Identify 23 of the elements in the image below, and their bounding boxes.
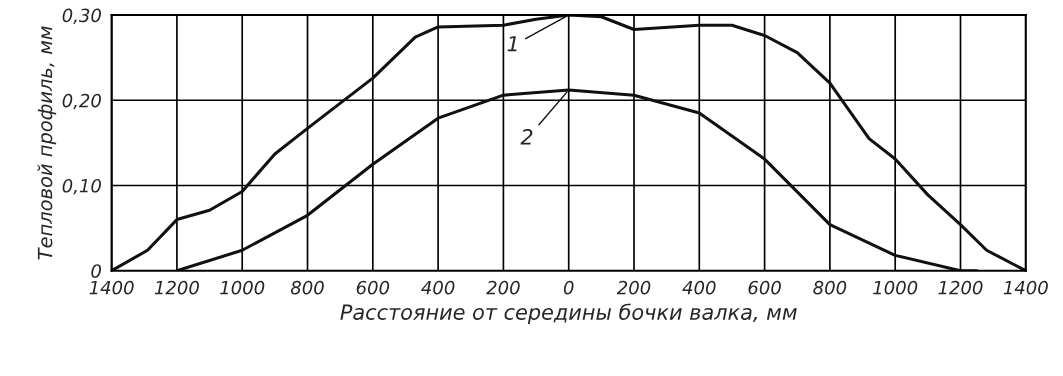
- x-tick-label: 800: [290, 280, 324, 295]
- x-tick-label: 1200: [938, 280, 983, 295]
- x-tick-label: 200: [616, 280, 651, 295]
- x-tick-label: 400: [682, 280, 716, 295]
- x-tick-label: 1400: [89, 280, 134, 295]
- y-axis-title: Тепловой профиль, мм: [37, 26, 57, 260]
- x-tick-label: 600: [356, 280, 390, 295]
- legend-label: 2: [520, 128, 533, 145]
- y-tick-label: 0,10: [62, 178, 101, 195]
- x-tick-label: 1000: [220, 280, 265, 295]
- y-tick-label: 0,20: [62, 93, 101, 110]
- x-tick-label: 1200: [154, 280, 199, 295]
- x-axis-title: Расстояние от середины бочки валка, мм: [340, 303, 797, 324]
- y-tick-label: 0: [91, 264, 101, 278]
- y-tick-label: 0,30: [62, 8, 101, 24]
- x-tick-label: 0: [563, 280, 574, 295]
- x-tick-label: 400: [421, 280, 455, 295]
- series-label: 1: [507, 36, 517, 52]
- x-tick-label: 600: [748, 280, 781, 295]
- x-tick-label: 1400: [1003, 280, 1048, 295]
- x-tick-label: 1000: [873, 280, 918, 295]
- x-tick-label: 800: [813, 280, 847, 295]
- x-tick-label: 200: [486, 280, 520, 295]
